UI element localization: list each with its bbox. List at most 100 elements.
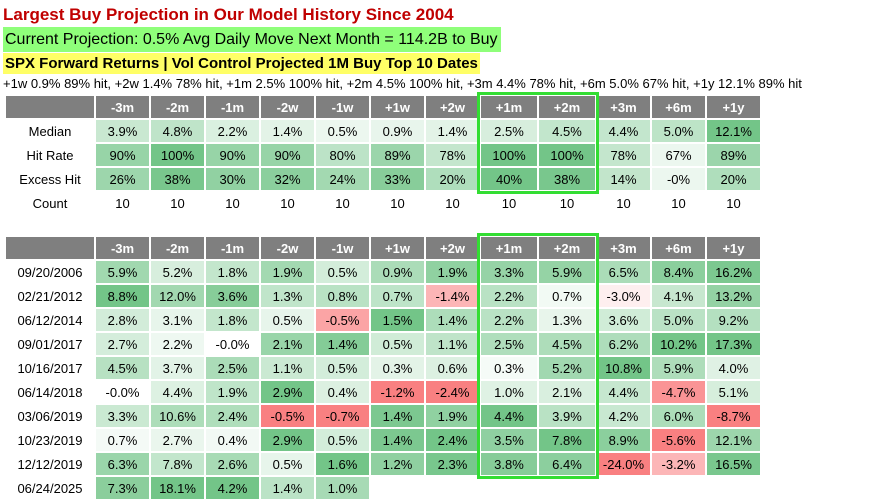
- table-cell: 10: [445, 195, 460, 211]
- table-cell: 4.2%: [597, 405, 650, 427]
- table-cell: 10: [671, 195, 686, 211]
- table-subtitle: SPX Forward Returns | Vol Control Projec…: [3, 53, 480, 74]
- table-cell: 1.9%: [426, 405, 479, 427]
- table-cell: 0.3%: [481, 357, 537, 379]
- table-cell: 2.7%: [96, 333, 149, 355]
- table-cell: 1.4%: [261, 120, 314, 142]
- table-cell: 100%: [151, 144, 204, 166]
- table-cell: 12.0%: [151, 285, 204, 307]
- column-header: -1m: [206, 96, 259, 118]
- table-cell: 5.0%: [652, 309, 705, 331]
- table-cell: 1.8%: [206, 309, 259, 331]
- table-cell: 32%: [261, 168, 314, 190]
- column-header: -1w: [316, 96, 369, 118]
- table-cell: 3.1%: [151, 309, 204, 331]
- table-cell: 0.7%: [96, 429, 149, 451]
- column-header: -2m: [151, 96, 204, 118]
- table-cell: -0.5%: [316, 309, 369, 331]
- table-cell: -3.2%: [652, 453, 705, 475]
- table-cell: 5.1%: [707, 381, 760, 403]
- table-row: Count 10 10 10 10 10 10 10 10 10 10 10 10: [6, 192, 760, 214]
- table-cell: 9.2%: [707, 309, 760, 331]
- table-row: 06/14/2018 -0.0% 4.4% 1.9% 2.9% 0.4% -1.2% -2.4…: [6, 381, 760, 403]
- table-cell: [597, 477, 650, 499]
- table-cell: 10: [559, 195, 575, 211]
- table-cell: -2.4%: [426, 381, 479, 403]
- table-cell: 0.8%: [316, 285, 369, 307]
- table-cell: 12.1%: [707, 429, 760, 451]
- table-cell: 20%: [707, 168, 760, 190]
- table-cell: 5.9%: [539, 261, 595, 283]
- table-cell: 16.5%: [707, 453, 760, 475]
- table-cell: 1.0%: [481, 381, 537, 403]
- table-cell: 2.1%: [539, 381, 595, 403]
- table-cell: 10.8%: [597, 357, 650, 379]
- table-cell: -24.0%: [597, 453, 650, 475]
- table-cell: 0.5%: [316, 261, 369, 283]
- table-cell: 2.7%: [151, 429, 204, 451]
- table-cell: 13.2%: [707, 285, 760, 307]
- hit-summary-line: +1w 0.9% 89% hit, +2w 1.4% 78% hit, +1m …: [3, 76, 802, 91]
- table-row: Median 3.9% 4.8% 2.2% 1.4% 0.5% 0.9% 1.4% 2.5% 4.…: [6, 120, 760, 142]
- table-cell: 10: [726, 195, 741, 211]
- row-label: 10/16/2017: [17, 360, 83, 376]
- column-header: +2m: [539, 96, 595, 118]
- row-label: 09/01/2017: [17, 336, 83, 352]
- table-cell: 16.2%: [707, 261, 760, 283]
- table-cell: 0.5%: [261, 453, 314, 475]
- table-cell: 40%: [481, 168, 537, 190]
- column-header: -3m: [96, 96, 149, 118]
- table-cell: 0.7%: [371, 285, 424, 307]
- table-cell: 5.0%: [652, 120, 705, 142]
- table-cell: 0.4%: [316, 381, 369, 403]
- table-cell: -0.0%: [96, 381, 149, 403]
- table-cell: 0.5%: [316, 357, 369, 379]
- table-cell: 14%: [597, 168, 650, 190]
- row-label: 02/21/2012: [17, 288, 83, 304]
- table-cell: 1.9%: [261, 261, 314, 283]
- table-cell: 38%: [151, 168, 204, 190]
- table-cell: 2.2%: [151, 333, 204, 355]
- table-cell: 7.8%: [539, 429, 595, 451]
- row-label: 06/12/2014: [17, 312, 83, 328]
- table-cell: 1.5%: [371, 309, 424, 331]
- table-cell: 2.4%: [206, 405, 259, 427]
- table-cell: 2.9%: [261, 429, 314, 451]
- header-corner: [6, 96, 94, 118]
- column-header: +1m: [481, 237, 537, 259]
- row-label: 06/14/2018: [17, 384, 83, 400]
- table-cell: 5.9%: [652, 357, 705, 379]
- table-cell: 0.5%: [316, 120, 369, 142]
- row-label: Hit Rate: [26, 147, 74, 163]
- table-cell: 3.5%: [481, 429, 537, 451]
- table-cell: 6.3%: [96, 453, 149, 475]
- column-header: -2w: [261, 237, 314, 259]
- column-header: +3m: [597, 96, 650, 118]
- table-row: 12/12/2019 6.3% 7.8% 2.6% 0.5% 1.6% 1.2% 2.3% 3.…: [6, 453, 760, 475]
- table-cell: 8.8%: [96, 285, 149, 307]
- table-cell: 2.5%: [481, 120, 537, 142]
- table-cell: -8.7%: [707, 405, 760, 427]
- column-header: +6m: [652, 96, 705, 118]
- table-cell: 0.5%: [261, 309, 314, 331]
- table-cell: 10: [390, 195, 405, 211]
- table-cell: -3.0%: [597, 285, 650, 307]
- table-row: 10/16/2017 4.5% 3.7% 2.5% 1.1% 0.5% 0.3% 0.6% 0.…: [6, 357, 760, 379]
- table-cell: 89%: [707, 144, 760, 166]
- table-cell: 18.1%: [151, 477, 204, 499]
- column-header: +1w: [371, 237, 424, 259]
- table-cell: 1.8%: [206, 261, 259, 283]
- table-cell: -0.5%: [261, 405, 314, 427]
- table-cell: 90%: [206, 144, 259, 166]
- table-cell: 10.2%: [652, 333, 705, 355]
- table-cell: [371, 477, 424, 499]
- row-label: 12/12/2019: [17, 456, 83, 472]
- table-cell: 3.7%: [151, 357, 204, 379]
- table-cell: 7.3%: [96, 477, 149, 499]
- table-cell: 3.9%: [539, 405, 595, 427]
- table-cell: 10: [501, 195, 517, 211]
- row-label: Count: [32, 195, 68, 211]
- table-cell: 2.5%: [481, 333, 537, 355]
- row-label: Median: [28, 123, 72, 139]
- table-cell: 5.9%: [96, 261, 149, 283]
